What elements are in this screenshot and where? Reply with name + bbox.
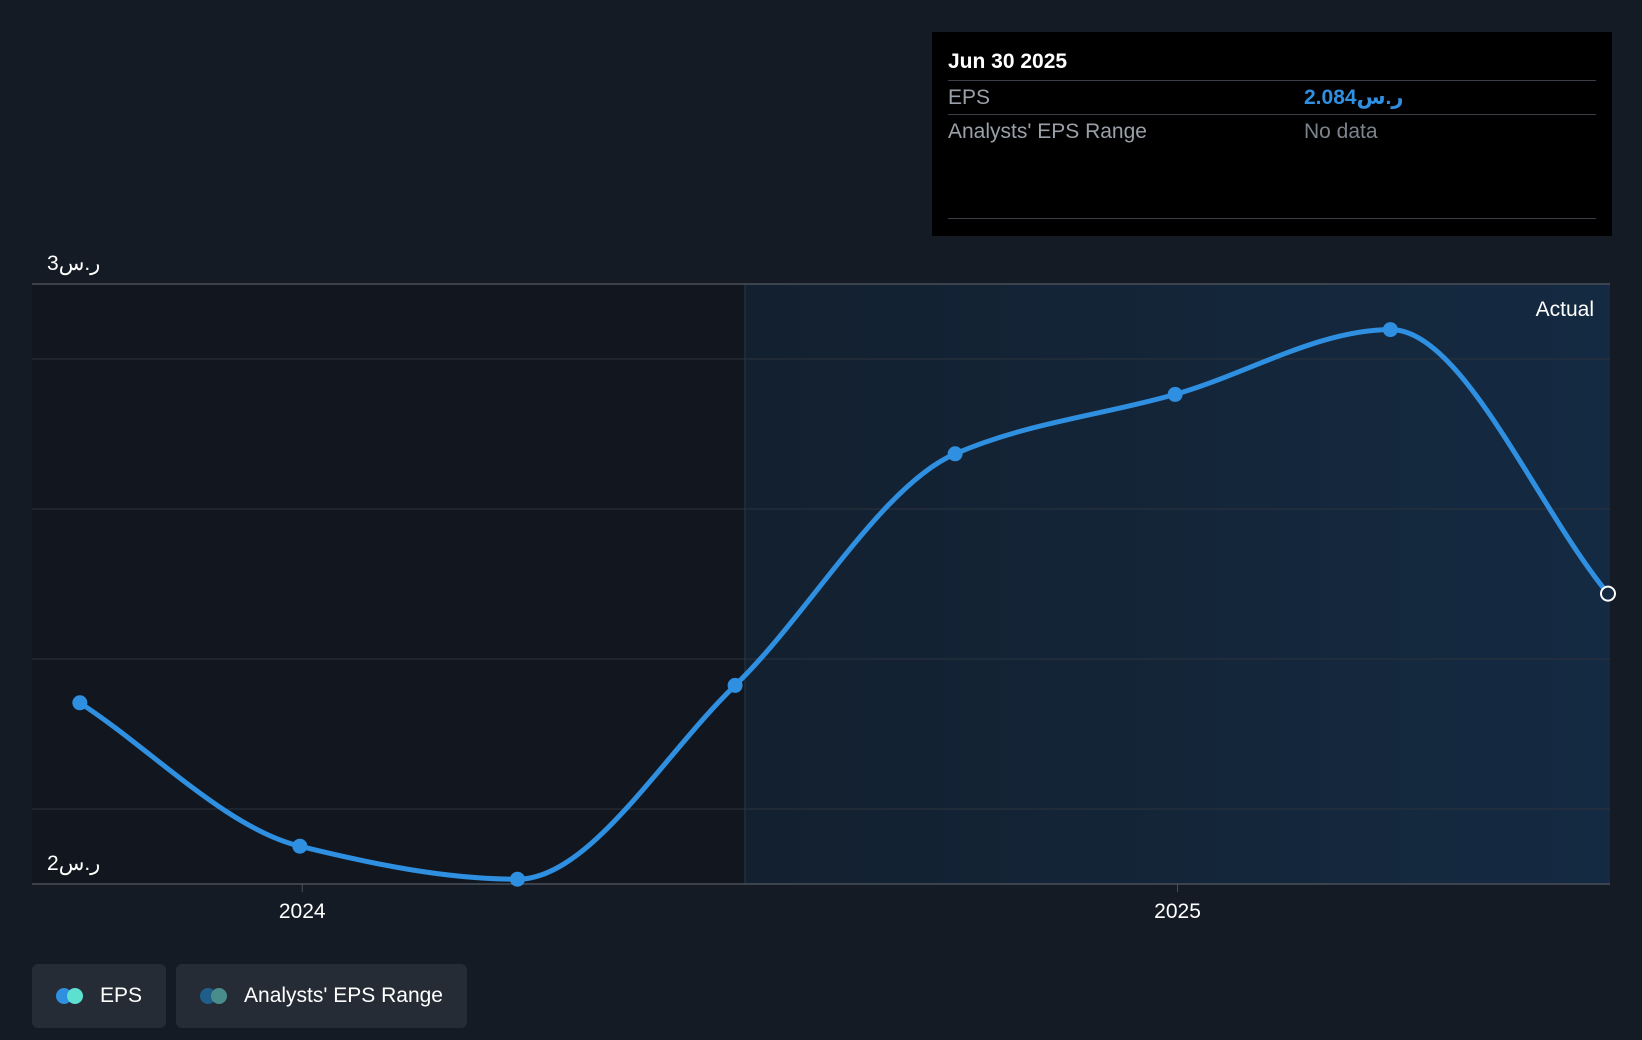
tooltip-range-label: Analysts' EPS Range: [948, 120, 1147, 143]
gridlines: [32, 283, 1610, 885]
tooltip-eps-value: 2.084ر.س: [1304, 86, 1404, 109]
eps-legend-icon: [56, 988, 86, 1004]
past-region: [32, 284, 745, 884]
eps-point: [509, 871, 525, 887]
y-tick-label: ر.س2: [47, 852, 100, 876]
eps-point: [292, 838, 308, 854]
legend-range-button[interactable]: Analysts' EPS Range: [176, 964, 467, 1028]
tooltip-range-row: Analysts' EPS Range No data: [948, 114, 1596, 148]
axes: ر.س3 ر.س2 2024 2025: [47, 252, 1201, 923]
actual-label: Actual: [1536, 298, 1594, 321]
legend-eps-label: EPS: [100, 984, 143, 1007]
actual-region: [745, 284, 1610, 884]
y-tick-label: ر.س3: [47, 252, 100, 276]
legend-range-label: Analysts' EPS Range: [244, 984, 443, 1007]
tooltip-divider: [948, 218, 1596, 219]
tooltip-date: Jun 30 2025: [948, 50, 1068, 73]
x-tick-label: 2025: [1154, 900, 1201, 923]
eps-point: [72, 695, 88, 711]
eps-point: [727, 677, 743, 693]
tooltip-eps-row: EPS 2.084ر.س: [948, 80, 1596, 114]
tooltip: Jun 30 2025 EPS 2.084ر.س Analysts' EPS R…: [932, 32, 1612, 236]
tooltip-eps-label: EPS: [948, 86, 991, 109]
eps-point: [1600, 585, 1616, 602]
tooltip-range-value: No data: [1304, 120, 1378, 143]
eps-point: [1167, 386, 1183, 402]
eps-series: [72, 322, 1616, 887]
eps-point: [1382, 322, 1398, 338]
legend: EPS Analysts' EPS Range: [32, 964, 467, 1028]
range-legend-icon: [200, 988, 230, 1004]
eps-point: [947, 446, 963, 462]
legend-eps-button[interactable]: EPS: [32, 964, 167, 1028]
x-tick-label: 2024: [279, 900, 326, 923]
